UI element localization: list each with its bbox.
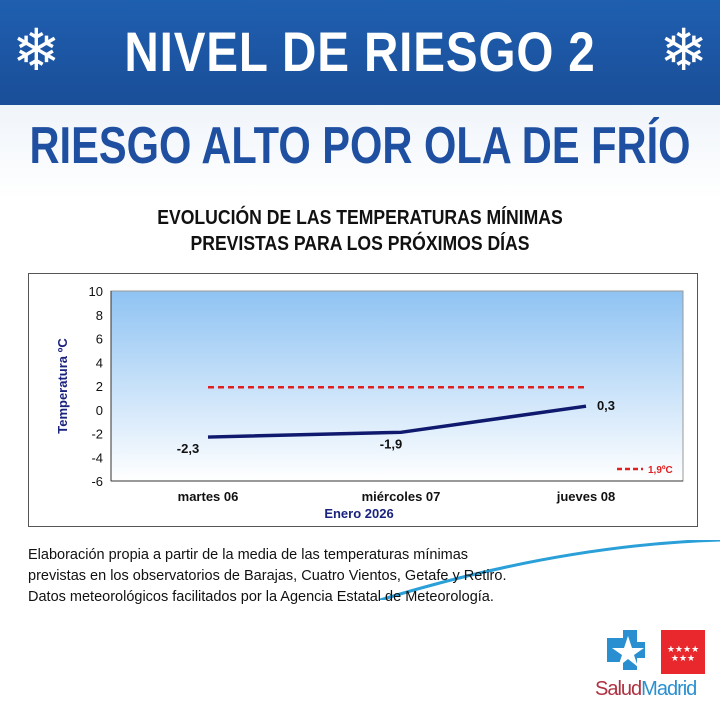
note-line: Elaboración propia a partir de la media … (28, 547, 469, 563)
y-tick-label: 2 (96, 379, 103, 394)
x-tick-label: miércoles 07 (362, 489, 441, 504)
series-line (207, 404, 587, 439)
risk-level-title: NIVEL DE RIESGO 2 (124, 20, 596, 83)
y-tick-label: 8 (96, 308, 103, 323)
chart: 10 8 6 4 2 0 -2 -4 -6 martes 06 miércoles 07 jueves… (28, 273, 698, 527)
source-note: Elaboración propia a partir de la media … (28, 545, 506, 608)
x-tick-label: jueves 08 (556, 489, 616, 504)
y-tick-label: 0 (96, 403, 103, 418)
note-line: previstas en los observatorios de Baraja… (28, 568, 507, 584)
chart-svg: 10 8 6 4 2 0 -2 -4 -6 martes 06 miércoles 07 jueves… (55, 284, 684, 521)
y-tick-label: -2 (91, 427, 103, 442)
data-label: 0,3 (597, 398, 615, 413)
legend-label: 1,9ºC (648, 465, 673, 476)
y-tick-label: 10 (89, 284, 103, 299)
logo-text: SaludMadrid (595, 678, 697, 700)
plot-area (110, 290, 684, 482)
y-tick-label: 4 (96, 355, 103, 370)
svg-text:★★★★: ★★★★ (667, 644, 699, 654)
header-banner: ❄ NIVEL DE RIESGO 2 ❄ (0, 0, 720, 105)
decorative-wave (379, 540, 720, 600)
data-label: -2,3 (177, 441, 199, 456)
snowflake-icon: ❄ (659, 18, 708, 83)
x-axis-label: Enero 2026 (324, 506, 393, 521)
svg-text:★★★: ★★★ (671, 653, 695, 663)
salud-madrid-logo: ★★★★ ★★★ SaludMadrid (595, 628, 715, 708)
logo-mark: ★★★★ ★★★ (607, 630, 705, 674)
y-tick-label: 6 (96, 332, 103, 347)
chart-title: EVOLUCIÓN DE LAS TEMPERATURAS MÍNIMAS PR… (0, 205, 720, 257)
chart-title-line: EVOLUCIÓN DE LAS TEMPERATURAS MÍNIMAS (157, 207, 563, 229)
chart-title-line: PREVISTAS PARA LOS PRÓXIMOS DÍAS (190, 233, 530, 255)
risk-subtitle: RIESGO ALTO POR OLA DE FRÍO (29, 117, 691, 175)
note-line: Datos meteorológicos facilitados por la … (28, 589, 494, 605)
y-tick-label: -4 (91, 450, 103, 465)
data-label: -1,9 (380, 436, 402, 451)
y-axis-label: Temperatura ºC (55, 338, 70, 434)
x-tick-label: martes 06 (178, 489, 239, 504)
snowflake-icon: ❄ (12, 18, 61, 83)
y-tick-label: -6 (91, 474, 103, 489)
